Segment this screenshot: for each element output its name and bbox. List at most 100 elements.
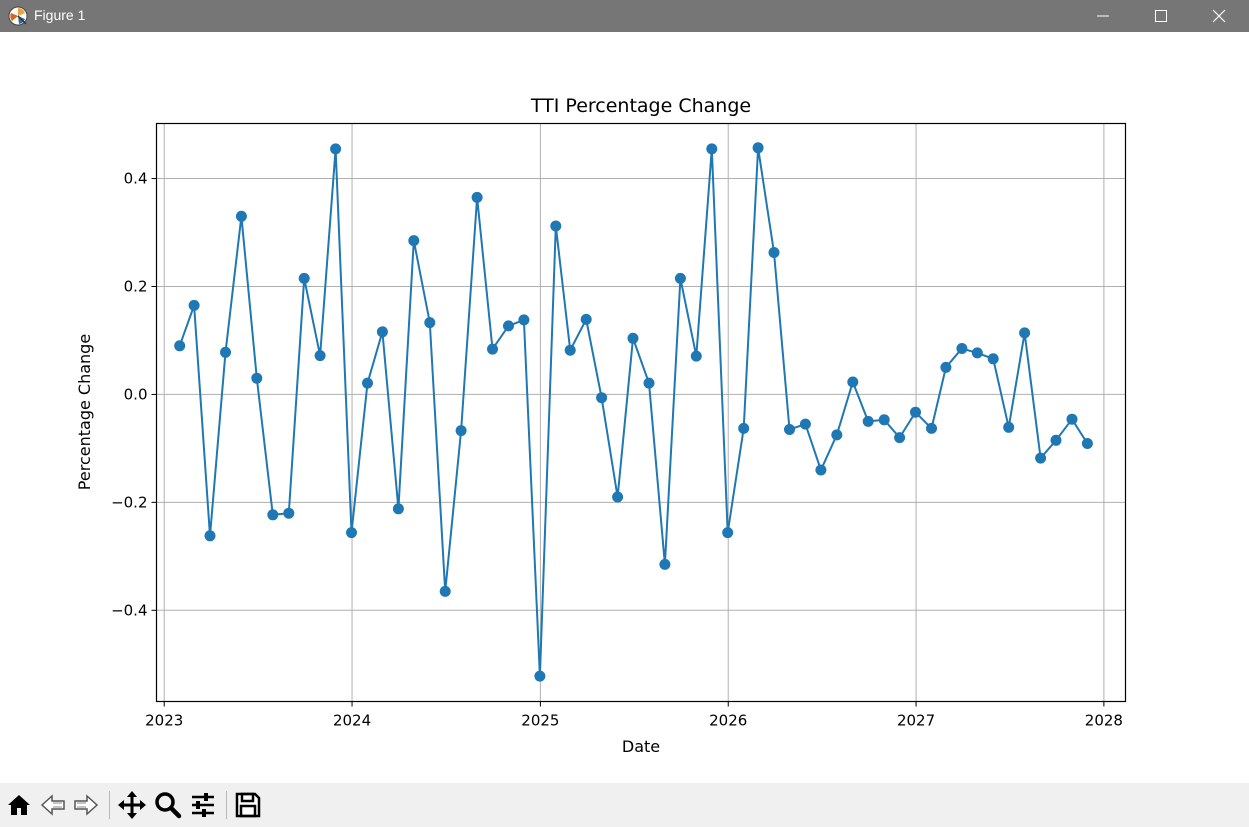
data-point <box>612 491 624 503</box>
data-point <box>503 320 514 332</box>
data-point <box>314 350 326 362</box>
data-point <box>722 527 734 539</box>
data-point <box>204 530 216 542</box>
data-point <box>596 392 608 404</box>
x-tick-label: 2025 <box>521 712 559 730</box>
data-point <box>659 558 671 570</box>
x-tick-label: 2028 <box>1085 712 1123 730</box>
x-tick-label: 2027 <box>897 712 935 730</box>
y-tick-label: 0.0 <box>124 385 148 403</box>
toolbar-separator <box>109 791 110 819</box>
data-point <box>878 414 890 426</box>
axis-ticks: 2023 2024 2025 2026 2027 2028 −0.4 −0.2 0.0 0.2 0.… <box>111 170 1123 730</box>
data-point <box>1003 421 1015 433</box>
line-chart: 2023 2024 2025 2026 2027 2028 −0.4 −0.2 0.0 0.2 0.… <box>75 95 1127 756</box>
data-point <box>1035 452 1047 464</box>
data-point <box>987 353 999 365</box>
y-tick-label: 0.4 <box>124 170 148 188</box>
minimize-icon <box>1097 15 1109 17</box>
data-point <box>752 142 764 154</box>
y-tick-label: −0.2 <box>111 493 147 511</box>
forward-arrow-icon <box>74 794 99 816</box>
zoom-icon <box>155 792 182 819</box>
data-point <box>455 425 467 437</box>
data-point <box>267 509 279 521</box>
y-tick-label: −0.4 <box>111 601 147 619</box>
back-arrow-icon <box>40 794 65 816</box>
data-point <box>1081 438 1093 449</box>
data-point <box>956 343 968 354</box>
save-button[interactable] <box>233 791 263 819</box>
pan-button[interactable] <box>117 791 147 819</box>
data-point <box>643 377 655 389</box>
chart-title: TTI Percentage Change <box>530 95 751 117</box>
data-point <box>1050 434 1062 446</box>
data-point <box>580 313 592 325</box>
data-point <box>910 406 921 418</box>
series-line <box>178 147 1089 677</box>
data-point <box>674 272 686 284</box>
pan-icon <box>118 791 146 819</box>
data-point <box>376 326 388 338</box>
close-icon <box>1212 9 1226 23</box>
data-point <box>847 376 859 388</box>
x-tick-label: 2026 <box>709 712 747 730</box>
minimize-button[interactable] <box>1080 0 1126 32</box>
data-point <box>940 361 952 373</box>
data-point <box>408 235 420 247</box>
data-series <box>174 142 1093 682</box>
x-tick-label: 2024 <box>333 712 371 730</box>
home-button[interactable] <box>4 791 34 819</box>
data-point <box>174 340 186 352</box>
x-tick-label: 2023 <box>145 712 183 730</box>
axes-frame <box>155 122 1127 703</box>
data-point <box>784 424 795 435</box>
data-point <box>534 670 546 682</box>
data-point <box>627 332 639 344</box>
y-tick-label: 0.2 <box>124 277 148 295</box>
data-point <box>926 422 937 434</box>
y-axis-label: Percentage Change <box>75 334 94 490</box>
window-title: Figure 1 <box>34 7 86 23</box>
grid-lines <box>156 123 1126 702</box>
data-point <box>487 343 498 355</box>
zoom-button[interactable] <box>153 791 183 819</box>
figure-canvas: 2023 2024 2025 2026 2027 2028 −0.4 −0.2 0.0 0.2 0.… <box>0 32 1249 783</box>
data-point <box>862 415 874 427</box>
data-point <box>220 346 231 358</box>
data-point <box>346 527 357 539</box>
home-icon <box>8 795 30 815</box>
close-button[interactable] <box>1196 0 1242 32</box>
data-point <box>831 429 843 441</box>
data-point <box>971 347 983 359</box>
data-point <box>235 210 247 222</box>
data-point <box>188 299 200 311</box>
toolbar-separator <box>226 791 227 819</box>
data-point <box>330 143 342 155</box>
data-point <box>738 422 750 434</box>
data-point <box>362 377 373 389</box>
save-icon <box>235 792 261 818</box>
data-point <box>298 272 310 284</box>
data-point <box>439 585 451 597</box>
data-point <box>706 143 718 155</box>
data-point <box>815 464 827 476</box>
data-point <box>392 503 404 515</box>
x-axis-label: Date <box>622 737 660 756</box>
data-point <box>894 432 906 444</box>
data-point <box>283 507 295 519</box>
data-point <box>768 247 780 258</box>
maximize-button[interactable] <box>1138 0 1184 32</box>
back-button[interactable] <box>38 791 68 819</box>
forward-button[interactable] <box>71 791 101 819</box>
data-point <box>690 350 702 362</box>
maximize-icon <box>1155 10 1167 22</box>
data-point <box>471 191 483 203</box>
data-point <box>518 314 530 326</box>
navigation-toolbar <box>0 783 1249 827</box>
data-point <box>1019 327 1031 339</box>
data-point <box>251 372 263 384</box>
configure-subplots-button[interactable] <box>188 791 218 819</box>
data-point <box>564 344 576 356</box>
matplotlib-logo-icon <box>8 6 28 26</box>
